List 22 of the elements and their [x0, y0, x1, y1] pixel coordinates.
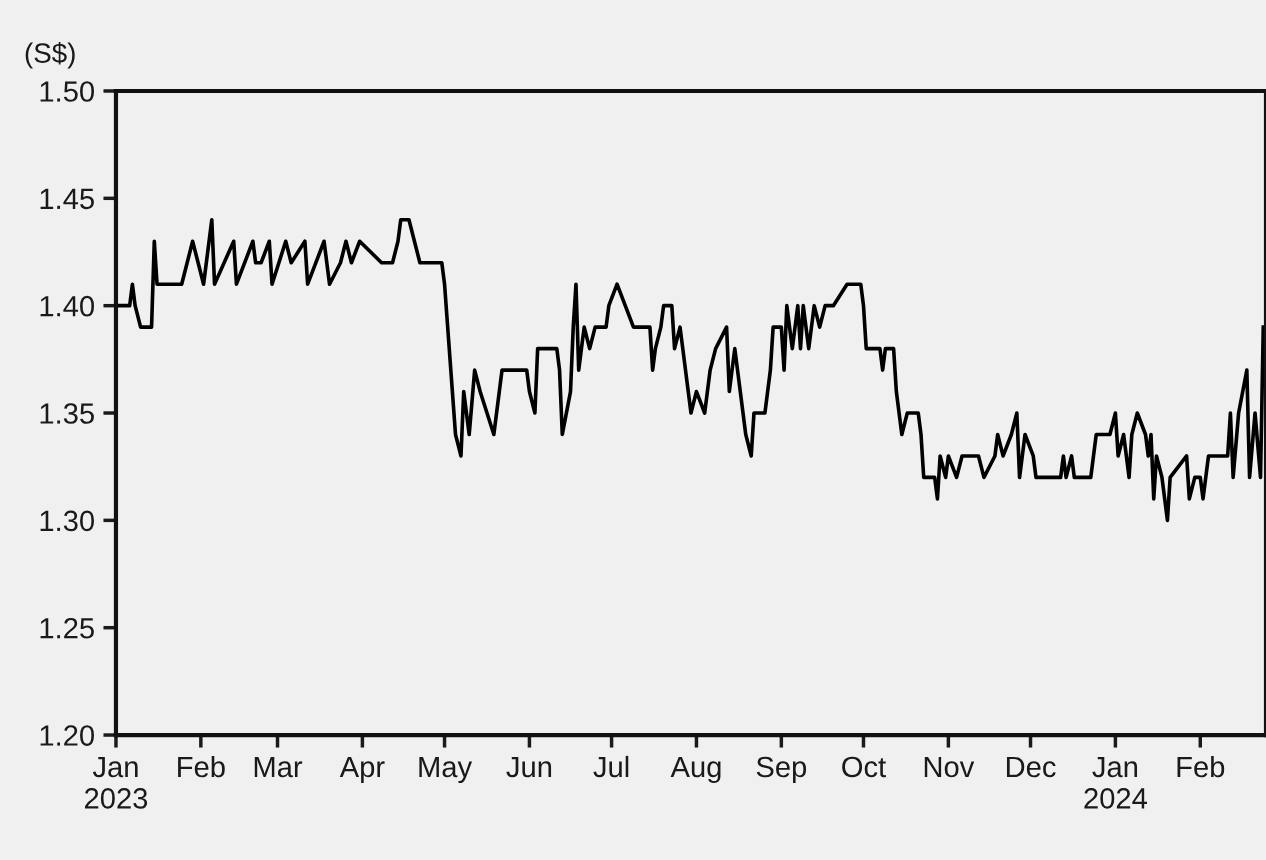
x-tick-label: Jul [593, 755, 629, 778]
x-tick-label: Sep [756, 756, 807, 784]
y-axis-title: (S$) [25, 42, 75, 69]
y-tick-label: 1.25 [40, 617, 94, 639]
y-tick-label: 1.30 [40, 510, 94, 532]
x-tick-label: Feb [1177, 755, 1225, 778]
y-tick-label: 1.45 [40, 188, 94, 210]
x-tick-label: Oct [842, 756, 886, 778]
y-tick-label: 1.20 [40, 725, 94, 746]
y-tick-label: 1.40 [40, 295, 94, 317]
x-tick-label: Jan 2023 [84, 756, 148, 809]
x-tick-label: Feb [178, 755, 225, 778]
x-tick-label: Mar [254, 756, 303, 778]
x-tick-label: Nov [924, 756, 975, 778]
x-tick-label: Aug [670, 756, 721, 784]
y-tick-label: 1.35 [40, 403, 94, 424]
x-tick-label: Apr [339, 756, 385, 784]
y-tick-label: 1.50 [40, 81, 94, 102]
x-tick-label: May [419, 756, 473, 784]
x-tick-label: Jan 2024 [1084, 756, 1147, 809]
x-tick-label: Jun [506, 756, 552, 778]
x-tick-label: Dec [1006, 756, 1056, 778]
